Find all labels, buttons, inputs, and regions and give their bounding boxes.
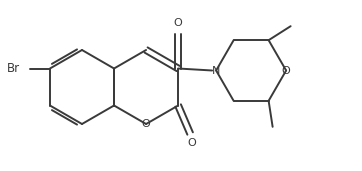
Text: N: N xyxy=(212,65,220,76)
Text: O: O xyxy=(174,18,182,29)
Text: O: O xyxy=(188,139,197,148)
Text: Br: Br xyxy=(7,62,20,75)
Text: O: O xyxy=(142,119,151,129)
Text: O: O xyxy=(282,65,290,76)
